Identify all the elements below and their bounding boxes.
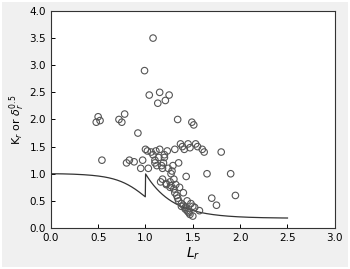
Point [168,183,174,188]
Point [127,158,132,162]
Point [166,93,172,97]
Point [176,199,181,203]
Point [187,146,193,150]
Point [209,196,215,200]
Point [191,123,197,127]
Point [162,153,167,157]
Point [178,142,183,146]
Y-axis label: K$_r$ or $\delta_r^{0.5}$: K$_r$ or $\delta_r^{0.5}$ [7,94,27,145]
Point [162,155,167,160]
Point [99,158,105,162]
Point [172,191,177,195]
Point [150,36,156,40]
Point [218,150,224,154]
Point [157,90,162,94]
Point [174,193,180,198]
Point [171,187,177,191]
Point [164,149,170,153]
Point [197,208,202,213]
Point [131,160,137,164]
Point [167,180,173,184]
Point [190,214,196,218]
Point [233,193,238,198]
Point [143,147,148,151]
Point [192,205,197,210]
Point [177,185,182,189]
Point [154,164,160,168]
Point [148,150,154,154]
Point [189,120,195,124]
Point [188,201,194,206]
Point [150,153,156,157]
Point [175,196,181,200]
Point [160,177,165,181]
Point [140,158,146,162]
Point [138,166,144,171]
Point [182,207,188,211]
Point [193,142,198,146]
Point [156,155,162,160]
Point [171,177,177,181]
Point [160,166,165,171]
Point [97,118,103,123]
Point [158,180,163,184]
Point [181,203,186,207]
Point [163,182,169,187]
Point [166,166,171,171]
Point [152,158,158,162]
Point [181,191,186,195]
Point [199,147,205,151]
Point [195,144,200,149]
Point [119,120,125,124]
Point [183,174,189,179]
Point [155,101,161,105]
Point [124,161,130,165]
Point [173,182,178,187]
Point [145,149,150,153]
Point [163,181,169,186]
Point [178,204,184,208]
Point [186,211,192,215]
Point [169,169,175,173]
X-axis label: L$_r$: L$_r$ [186,246,200,262]
Point [135,131,141,135]
Point [161,161,166,165]
Point [159,164,164,168]
Point [95,115,101,119]
Point [152,161,158,165]
Point [157,147,162,151]
Point [184,208,190,213]
Point [168,172,174,176]
Point [185,142,191,146]
Point [180,144,185,149]
Point [153,149,159,153]
Point [182,147,187,151]
Point [146,166,151,171]
Point [167,185,173,189]
Point [176,161,181,165]
Point [185,210,191,214]
Point [146,93,152,97]
Point [204,172,210,176]
Point [214,203,219,207]
Point [182,205,188,210]
Point [93,120,99,124]
Point [172,147,177,151]
Point [184,199,190,203]
Point [142,69,147,73]
Point [190,204,196,208]
Point [228,172,233,176]
Point [116,117,122,122]
Point [162,98,168,103]
Point [170,164,176,168]
Point [175,117,181,122]
Point [178,201,184,206]
Point [122,112,127,116]
Point [187,212,193,217]
Point [201,150,207,154]
